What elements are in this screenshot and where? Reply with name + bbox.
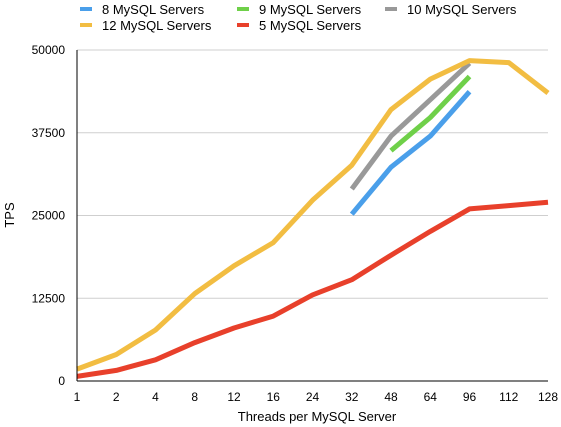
series-line-8-mysql-servers (349, 90, 472, 216)
series-line-12-mysql-servers (76, 58, 550, 372)
y-tick-label: 0 (58, 374, 65, 388)
y-tick-label: 50000 (32, 43, 66, 57)
series-line-9-mysql-servers (389, 74, 472, 153)
x-tick-label: 96 (463, 390, 477, 404)
legend-label: 8 MySQL Servers (102, 2, 205, 17)
x-tick-label: 2 (113, 390, 120, 404)
x-tick-label: 4 (152, 390, 159, 404)
x-tick-label: 16 (267, 390, 281, 404)
legend-label: 5 MySQL Servers (259, 18, 362, 33)
y-axis-title: TPS (2, 202, 17, 228)
y-tick-label: 12500 (32, 291, 66, 305)
x-tick-labels: 1 2 4 8 12 16 24 32 48 64 96 112 128 (74, 390, 559, 404)
legend-label: 12 MySQL Servers (102, 18, 212, 33)
y-tick-label: 25000 (32, 209, 66, 223)
x-tick-label: 24 (306, 390, 320, 404)
y-tick-labels: 0 12500 25000 37500 50000 (32, 43, 66, 388)
x-axis-title: Threads per MySQL Server (238, 409, 397, 424)
x-tick-label: 12 (227, 390, 241, 404)
legend-label: 10 MySQL Servers (407, 2, 517, 17)
legend: 8 MySQL Servers 9 MySQL Servers 10 MySQL S… (80, 2, 517, 33)
series-line-10-mysql-servers (349, 61, 472, 191)
legend-label: 9 MySQL Servers (259, 2, 362, 17)
axes (76, 50, 548, 382)
plot-lines (76, 58, 550, 379)
x-tick-label: 8 (191, 390, 198, 404)
x-tick-label: 64 (424, 390, 438, 404)
x-tick-label: 48 (384, 390, 398, 404)
x-tick-label: 1 (74, 390, 81, 404)
x-tick-label: 128 (538, 390, 558, 404)
y-tick-label: 37500 (32, 126, 66, 140)
x-tick-label: 112 (499, 390, 518, 404)
series-line-5-mysql-servers (76, 199, 549, 379)
x-tick-label: 32 (345, 390, 359, 404)
gridlines (77, 49, 548, 299)
